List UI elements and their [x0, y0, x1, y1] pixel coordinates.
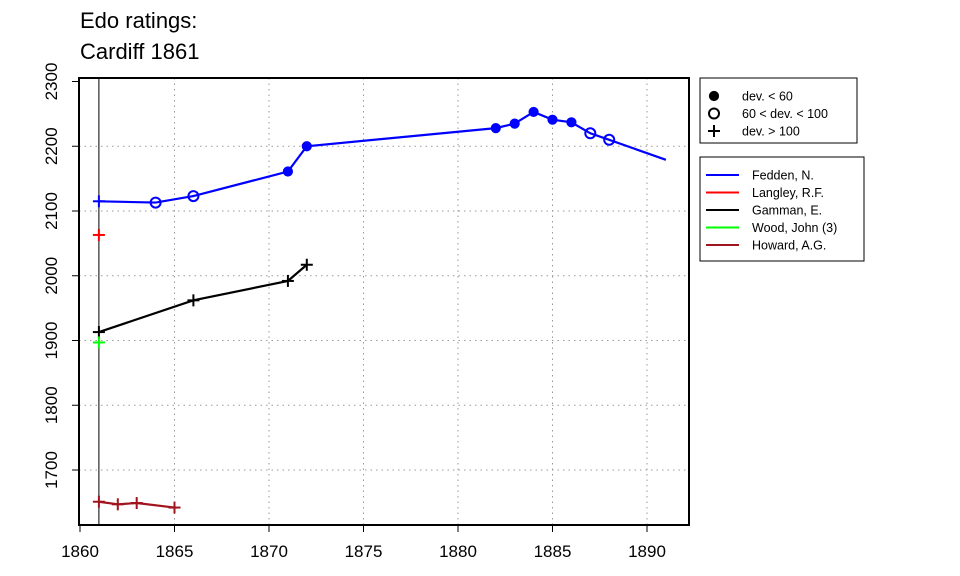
series-legend-label: Langley, R.F. [752, 186, 824, 200]
x-tick-label: 1860 [61, 542, 99, 561]
data-point-fedden-n [282, 166, 293, 177]
legend-marker-open-circle [708, 107, 720, 120]
x-tick-label: 1865 [156, 542, 194, 561]
series-line-howard-a-g [98, 500, 175, 509]
chart-title-line-2: Cardiff 1861 [80, 39, 200, 64]
data-point-howard-a-g [168, 501, 181, 514]
series-legend-label: Fedden, N. [752, 169, 814, 183]
data-point-gamman-e [300, 258, 313, 271]
y-tick-label: 1700 [42, 451, 61, 489]
x-tick-label: 1885 [534, 542, 572, 561]
chart-title-line-1: Edo ratings: [80, 8, 198, 33]
grid-lines [79, 78, 689, 525]
y-tick-label: 2200 [42, 127, 61, 165]
y-tick-label: 2100 [42, 192, 61, 230]
data-point-fedden-n [301, 141, 312, 152]
data-point-fedden-n [149, 196, 162, 209]
data-point-fedden-n [187, 190, 200, 203]
data-point-fedden-n [509, 118, 520, 129]
axes-group: 1860 1865 1870 1875 1880 1885 1890 1700 1800 1900… [42, 63, 666, 561]
y-tick-label: 2300 [42, 63, 61, 101]
symbol-legend: dev. < 60 60 < dev. < 100 dev. > 100 [699, 77, 858, 144]
data-point-gamman-e [281, 274, 294, 287]
plot-frame [78, 77, 690, 526]
x-tick-label: 1880 [439, 542, 477, 561]
x-tick-label: 1870 [250, 542, 288, 561]
data-point-fedden-n [566, 117, 577, 128]
data-point-fedden-n [528, 106, 539, 118]
data-point-gamman-e [187, 294, 200, 307]
y-tick-label: 1800 [42, 386, 61, 424]
data-point-fedden-n [490, 123, 501, 134]
y-tick-label: 2000 [42, 257, 61, 295]
legend-marker-filled-circle [708, 90, 720, 102]
data-point-wood-john-3 [92, 336, 105, 349]
symbol-legend-label: dev. < 60 [742, 90, 793, 104]
data-point-fedden-n [603, 133, 616, 146]
series-legend-label: Wood, John (3) [752, 221, 837, 235]
x-tick-label: 1890 [628, 542, 666, 561]
data-point-fedden-n [547, 114, 558, 125]
series-legend-label: Gamman, E. [752, 204, 822, 218]
symbol-legend-label: dev. > 100 [742, 125, 800, 139]
data-point-howard-a-g [92, 495, 105, 508]
y-tick-label: 1900 [42, 322, 61, 360]
series-legend-label: Howard, A.G. [752, 239, 826, 253]
data-point-gamman-e [92, 326, 105, 339]
series-group [92, 106, 667, 514]
symbol-legend-label: 60 < dev. < 100 [742, 107, 828, 121]
data-point-fedden-n [584, 127, 597, 140]
data-point-howard-a-g [130, 497, 143, 510]
symbol-legend-box [699, 77, 858, 144]
series-line-fedden-n [98, 110, 667, 204]
series-line-gamman-e [98, 263, 308, 334]
data-point-langley-r-f [92, 228, 105, 241]
legend-marker-plus [708, 125, 720, 137]
data-point-fedden-n [92, 195, 105, 208]
data-point-howard-a-g [111, 498, 124, 511]
series-legend: Fedden, N. Langley, R.F. Gamman, E. Wood, J… [699, 156, 865, 262]
x-tick-label: 1875 [345, 542, 383, 561]
